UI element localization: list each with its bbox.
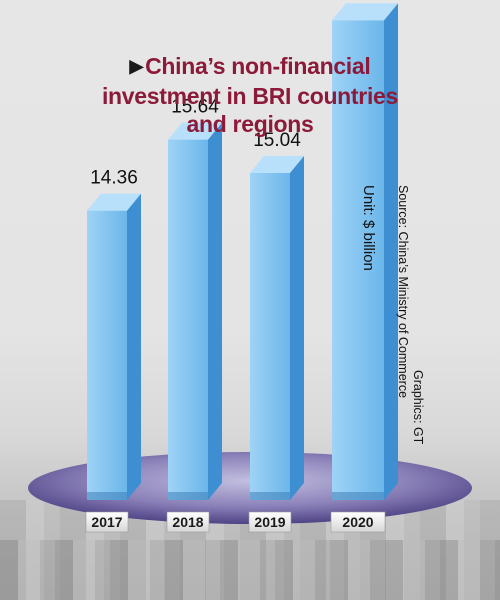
bar-front-2017 bbox=[87, 210, 127, 500]
data-label-2019: 15.04 bbox=[253, 130, 301, 151]
bar-side-2020 bbox=[384, 3, 398, 500]
x-tick-2018: 2018 bbox=[172, 514, 203, 530]
chart-title: ▶China’s non-financial investment in BRI… bbox=[95, 52, 405, 138]
bar-base-2020 bbox=[332, 492, 384, 500]
bar-top-2020 bbox=[332, 3, 398, 21]
title-line-2: investment in BRI countries bbox=[101, 83, 399, 109]
bar-side-2018 bbox=[208, 122, 222, 500]
bar-2017: 14.36 2017 bbox=[85, 168, 141, 533]
title-marker-icon: ▶ bbox=[129, 56, 144, 76]
title-line-3: and regions bbox=[186, 111, 314, 137]
year-plate-2020 bbox=[330, 511, 386, 533]
city-background-foreground bbox=[0, 540, 500, 600]
x-tick-2020: 2020 bbox=[342, 514, 373, 530]
bar-base-2019 bbox=[250, 492, 290, 500]
year-plate-2018 bbox=[166, 511, 210, 533]
bar-base-2018 bbox=[168, 492, 208, 500]
unit-label: Unit: $ billion bbox=[360, 185, 377, 271]
bar-base-2017 bbox=[87, 492, 127, 500]
bar-top-2019 bbox=[250, 155, 304, 173]
source-label: Source: China’s Ministry of Commerce bbox=[396, 185, 410, 399]
year-plate-2019 bbox=[248, 511, 292, 533]
bar-top-2018 bbox=[168, 122, 222, 140]
bar-2018: 15.64 2018 bbox=[166, 97, 222, 533]
bar-top-2017 bbox=[87, 193, 141, 211]
data-label-2018: 15.64 bbox=[171, 97, 219, 118]
bar-front-2019 bbox=[250, 172, 290, 500]
bar-side-2017 bbox=[127, 193, 141, 500]
bar-2019: 15.04 2019 bbox=[248, 130, 304, 533]
bar-front-2018 bbox=[168, 139, 208, 500]
title-line-1: China’s non-financial bbox=[145, 53, 371, 79]
bar-front-2020 bbox=[332, 20, 384, 500]
x-tick-2017: 2017 bbox=[91, 514, 122, 530]
bar-side-2019 bbox=[290, 155, 304, 500]
year-plate-2017 bbox=[85, 511, 129, 533]
data-label-2017: 14.36 bbox=[90, 168, 138, 189]
bar-2020: 17.792020 bbox=[330, 3, 398, 533]
graphics-credit: Graphics: GT bbox=[411, 370, 425, 445]
x-tick-2019: 2019 bbox=[254, 514, 285, 530]
